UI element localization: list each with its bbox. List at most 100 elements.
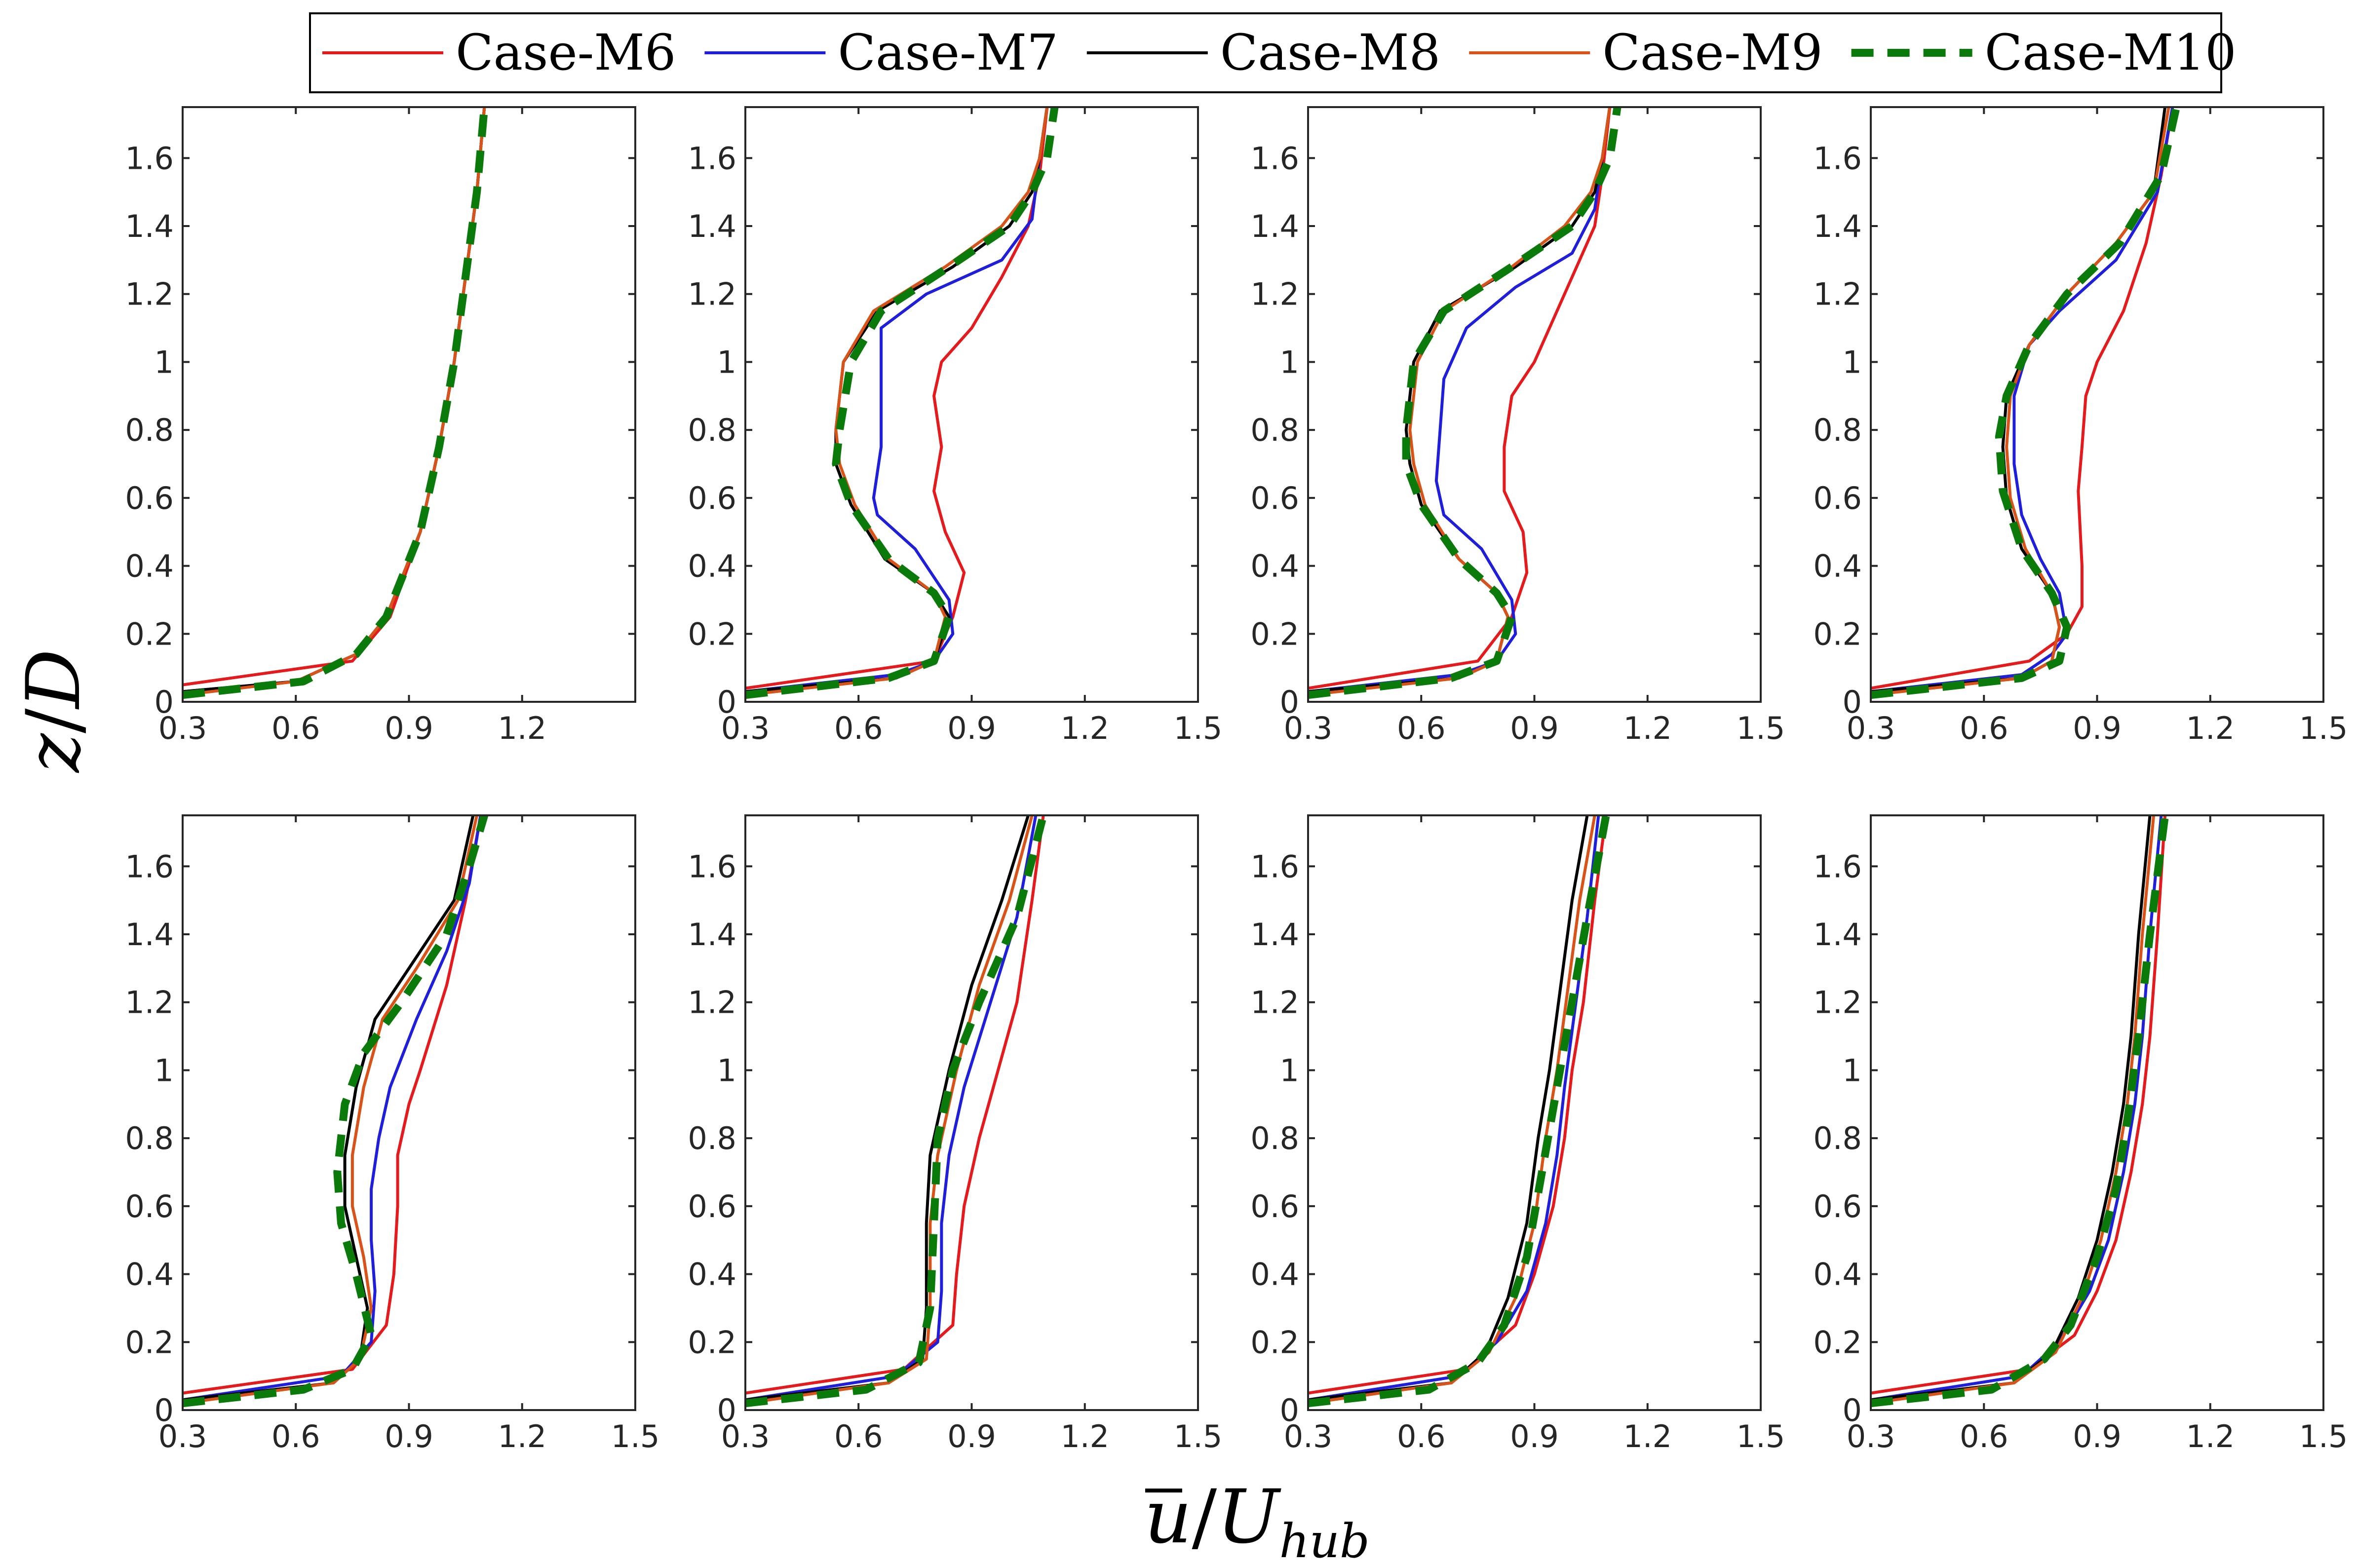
svg-text:u/Uhub: u/Uhub: [1144, 1474, 1370, 1568]
y-tick-label: 1.2: [1813, 276, 1862, 312]
plot-area: [745, 107, 1198, 702]
y-axis-title-main: z: [11, 733, 97, 773]
y-tick-label: 0.8: [125, 412, 174, 448]
y-tick-label: 0.8: [125, 1120, 174, 1156]
legend-label-case-m7: Case-M7: [838, 24, 1058, 81]
series-line-case-m6: [745, 107, 1049, 690]
panel-7: 0 0.2 0.4 0.6 0.8 1 1.2 1.4 1.6 0.3 0.6 0.9 1.2 1.5: [1250, 814, 1785, 1454]
y-tick-label: 1.6: [1813, 140, 1862, 176]
x-tick-label: 0.6: [1960, 1418, 2008, 1454]
y-tick-label: 0.2: [125, 616, 174, 652]
x-tick-label: 0.6: [1397, 710, 1446, 746]
y-tick-label: 0.8: [1813, 412, 1862, 448]
y-tick-label: 1: [154, 1052, 174, 1088]
y-axis-title: z/D: [11, 649, 97, 773]
y-tick-label: 0.8: [1250, 1120, 1299, 1156]
x-axis-title-sym: U: [1217, 1474, 1281, 1560]
y-tick-label: 0: [154, 1392, 174, 1428]
y-tick-label: 0: [1280, 684, 1299, 720]
y-tick-label: 0: [1843, 1392, 1862, 1428]
series-group: [183, 815, 488, 1408]
x-tick-label: 0.6: [834, 1418, 883, 1454]
y-tick-label: 0.4: [688, 548, 736, 584]
y-tick-label: 1.2: [688, 276, 736, 312]
x-tick-label: 0.9: [2073, 1418, 2122, 1454]
series-group: [1871, 107, 2180, 699]
series-line-case-m9: [1871, 815, 2156, 1405]
y-tick-label: 0.2: [1813, 616, 1862, 652]
series-group: [1308, 815, 1610, 1408]
plot-area: [183, 107, 635, 702]
y-tick-label: 0: [154, 684, 174, 720]
y-tick-label: 1.6: [688, 140, 736, 176]
y-tick-label: 0.2: [1250, 1324, 1299, 1360]
x-tick-label: 1.5: [1737, 1418, 1785, 1454]
series-line-case-m7: [1871, 815, 2163, 1402]
y-tick-label: 0.6: [688, 1188, 736, 1224]
x-tick-label: 0.9: [2073, 710, 2122, 746]
x-tick-label: 0.3: [1847, 710, 1895, 746]
y-tick-label: 0.4: [125, 548, 174, 584]
legend-label-case-m8: Case-M8: [1220, 24, 1440, 81]
y-tick-label: 0.4: [1813, 1257, 1862, 1293]
x-tick-label: 1.2: [1623, 1418, 1672, 1454]
y-tick-label: 1.6: [125, 140, 174, 176]
y-tick-label: 1: [1843, 344, 1862, 380]
y-tick-label: 0.6: [1250, 1188, 1299, 1224]
panel-6: 0 0.2 0.4 0.6 0.8 1 1.2 1.4 1.6 0.3 0.6 0.9 1.2 1.5: [688, 814, 1223, 1454]
y-tick-label: 1: [1280, 344, 1299, 380]
x-tick-label: 1.2: [2186, 710, 2235, 746]
panel-2: 0 0.2 0.4 0.6 0.8 1 1.2 1.4 1.6 0.3 0.6 0.9 1.2 1.5: [688, 106, 1222, 746]
y-tick-label: 0.6: [125, 480, 174, 516]
x-axis-title-sub: hub: [1279, 1514, 1370, 1568]
x-tick-label: 1.2: [498, 1418, 546, 1454]
y-tick-label: 1.4: [688, 917, 736, 953]
y-tick-label: 1.2: [1250, 985, 1299, 1021]
plot-area: [1308, 107, 1761, 702]
x-tick-label: 0.3: [721, 1418, 770, 1454]
plot-area: [745, 815, 1198, 1410]
y-tick-label: 1.2: [125, 276, 174, 312]
series-line-case-m10: [1308, 107, 1622, 699]
y-axis-title-sep: /: [11, 708, 97, 733]
x-axis-title-sep: /: [1192, 1474, 1217, 1560]
x-tick-label: 1.2: [2186, 1418, 2235, 1454]
y-tick-label: 0.2: [1250, 616, 1299, 652]
x-tick-label: 0.6: [834, 710, 883, 746]
y-tick-label: 1: [154, 344, 174, 380]
x-axis-title: u/Uhub: [1144, 1474, 1370, 1568]
x-tick-label: 0.3: [1284, 1418, 1333, 1454]
panel-4: 0 0.2 0.4 0.6 0.8 1 1.2 1.4 1.6 0.3 0.6 0.9 1.2 1.5: [1813, 106, 2348, 746]
series-group: [745, 815, 1047, 1408]
y-tick-label: 1.4: [688, 208, 736, 244]
panels: 0 0.2 0.4 0.6 0.8 1 1.2 1.4 1.6 0.3 0.6 0.9 1.2 0 0.2 0…: [125, 106, 2348, 1454]
x-tick-label: 0.3: [721, 710, 770, 746]
y-tick-label: 0.2: [688, 1324, 736, 1360]
x-tick-label: 0.3: [1847, 1418, 1895, 1454]
series-line-case-m9: [1308, 107, 1612, 697]
y-tick-label: 0.4: [1250, 1257, 1299, 1293]
legend-label-case-m9: Case-M9: [1602, 24, 1822, 81]
y-tick-label: 1.4: [1813, 208, 1862, 244]
series-line-case-m10: [1308, 815, 1610, 1408]
legend-label-case-m10: Case-M10: [1985, 24, 2237, 81]
y-tick-label: 0: [1843, 684, 1862, 720]
y-tick-label: 0.8: [688, 412, 736, 448]
y-tick-label: 1.6: [1813, 848, 1862, 884]
series-line-case-m6: [1308, 107, 1612, 690]
plot-area: [183, 815, 635, 1410]
y-tick-label: 1.4: [125, 917, 174, 953]
x-tick-label: 1.5: [2299, 1418, 2348, 1454]
y-tick-label: 0.4: [1813, 548, 1862, 584]
y-tick-label: 1: [1280, 1052, 1299, 1088]
y-tick-label: 1: [717, 1052, 736, 1088]
x-tick-label: 1.5: [611, 1418, 660, 1454]
series-line-case-m10: [183, 815, 488, 1408]
series-line-case-m7: [745, 107, 1049, 693]
y-tick-label: 0.6: [1250, 480, 1299, 516]
x-tick-label: 0.3: [1284, 710, 1333, 746]
x-tick-label: 1.5: [1174, 1418, 1223, 1454]
y-tick-label: 0.8: [1250, 412, 1299, 448]
x-tick-label: 0.9: [385, 710, 433, 746]
